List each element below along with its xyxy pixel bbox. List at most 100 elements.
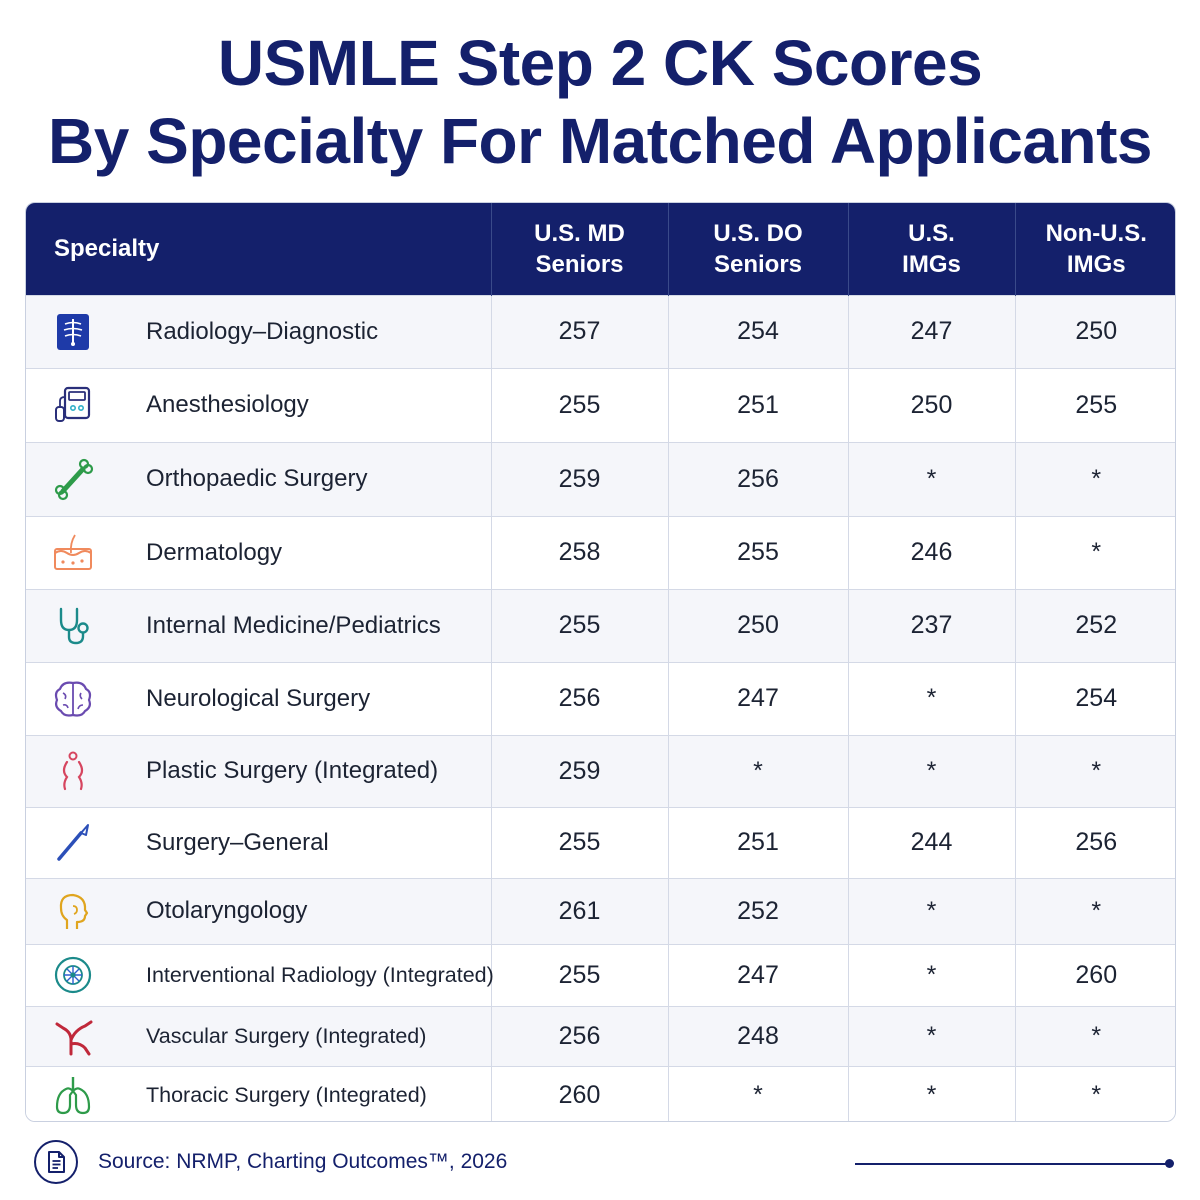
- specialty-cell: Vascular Surgery (Integrated): [26, 1005, 492, 1066]
- score-cell-non-us-imgs: *: [1015, 734, 1175, 807]
- header-specialty: Specialty: [26, 203, 492, 295]
- score-cell-us-imgs: 247: [848, 294, 1016, 368]
- score-cell-non-us-imgs: *: [1015, 1065, 1175, 1121]
- header-do-line-1: U.S. DO: [713, 219, 803, 247]
- table-row: Anesthesiology 255 251 250 255: [26, 367, 1175, 442]
- score-cell-us-do-seniors: *: [668, 734, 849, 807]
- specialty-name: Vascular Surgery (Integrated): [146, 1023, 427, 1048]
- header-do-line-2: Seniors: [713, 250, 803, 278]
- score-cell-us-imgs: 237: [848, 588, 1016, 662]
- score-cell-us-do-seniors: 251: [668, 806, 849, 878]
- header-md-line-1: U.S. MD: [534, 219, 625, 247]
- score-cell-us-md-seniors: 257: [491, 294, 669, 368]
- score-cell-non-us-imgs: *: [1015, 515, 1175, 589]
- score-cell-us-do-seniors: 256: [668, 441, 849, 516]
- skin-layers-icon: [50, 530, 96, 576]
- score-cell-us-do-seniors: 247: [668, 661, 849, 735]
- header-usimg-line-1: U.S.: [908, 219, 955, 247]
- specialty-name: Plastic Surgery (Integrated): [146, 757, 439, 784]
- table-body: Radiology–Diagnostic 257 254 247 250 Anesthes…: [26, 294, 1175, 1121]
- table-row: Thoracic Surgery (Integrated) 260 * * *: [26, 1065, 1175, 1121]
- scores-table: Specialty U.S. MD Seniors U.S. DO Senior…: [26, 203, 1175, 1121]
- score-cell-non-us-imgs: 254: [1015, 661, 1175, 735]
- score-cell-us-imgs: 246: [848, 515, 1016, 589]
- header-us-md-seniors: U.S. MD Seniors: [491, 203, 669, 295]
- header-nonusimg-line-1: Non-U.S.: [1045, 219, 1147, 247]
- score-cell-non-us-imgs: 256: [1015, 806, 1175, 878]
- brain-icon: [50, 676, 96, 722]
- specialty-cell: Thoracic Surgery (Integrated): [26, 1065, 492, 1121]
- score-cell-us-imgs: *: [848, 441, 1016, 516]
- specialty-cell: Interventional Radiology (Integrated): [26, 943, 494, 1006]
- footer-divider-dot: [1165, 1159, 1174, 1168]
- specialty-name: Thoracic Surgery (Integrated): [146, 1082, 427, 1107]
- specialty-name: Otolaryngology: [146, 897, 308, 924]
- scalpel-icon: [50, 820, 96, 866]
- specialty-name: Surgery–General: [146, 828, 329, 856]
- score-cell-non-us-imgs: 255: [1015, 367, 1175, 442]
- specialty-name: Internal Medicine/Pediatrics: [146, 611, 441, 639]
- score-cell-non-us-imgs: *: [1015, 1005, 1175, 1066]
- score-cell-us-do-seniors: 255: [668, 515, 849, 589]
- score-cell-us-imgs: *: [848, 1005, 1016, 1066]
- header-usimg-line-2: IMGs: [902, 250, 961, 278]
- score-cell-us-md-seniors: 255: [491, 943, 669, 1006]
- score-cell-us-md-seniors: 255: [491, 588, 669, 662]
- score-cell-us-imgs: *: [848, 734, 1016, 807]
- score-cell-non-us-imgs: *: [1015, 877, 1175, 944]
- title-line-1: USMLE Step 2 CK Scores: [217, 27, 983, 99]
- score-cell-non-us-imgs: *: [1015, 441, 1175, 516]
- table-row: Otolaryngology 261 252 * *: [26, 877, 1175, 944]
- score-cell-non-us-imgs: 250: [1015, 294, 1175, 368]
- score-cell-us-do-seniors: 251: [668, 367, 849, 442]
- table-header-row: Specialty U.S. MD Seniors U.S. DO Senior…: [26, 203, 1175, 295]
- specialty-name: Orthopaedic Surgery: [146, 465, 368, 492]
- table-row: Internal Medicine/Pediatrics 255 250 237 252: [26, 588, 1175, 662]
- head-ear-icon: [50, 888, 96, 934]
- table-row: Dermatology 258 255 246 *: [26, 515, 1175, 589]
- specialty-cell: Radiology–Diagnostic: [26, 294, 492, 368]
- specialty-cell: Otolaryngology: [26, 877, 492, 944]
- score-cell-non-us-imgs: 260: [1015, 943, 1175, 1006]
- specialty-cell: Anesthesiology: [26, 367, 492, 442]
- score-cell-us-md-seniors: 259: [491, 441, 669, 516]
- specialty-name: Radiology–Diagnostic: [146, 317, 379, 345]
- specialty-name: Neurological Surgery: [146, 684, 371, 712]
- lungs-icon: [50, 1072, 96, 1118]
- specialty-cell: Internal Medicine/Pediatrics: [26, 588, 492, 662]
- score-cell-us-md-seniors: 261: [491, 877, 669, 944]
- anesthesia-machine-icon: [50, 382, 96, 428]
- bone-icon: [50, 456, 96, 502]
- score-cell-us-imgs: *: [848, 1065, 1016, 1121]
- specialty-name: Dermatology: [146, 538, 283, 566]
- table-row: Surgery–General 255 251 244 256: [26, 806, 1175, 878]
- score-cell-us-md-seniors: 259: [491, 734, 669, 807]
- table-row: Vascular Surgery (Integrated) 256 248 * *: [26, 1005, 1175, 1066]
- score-cell-us-do-seniors: 252: [668, 877, 849, 944]
- radiology-scan-icon: [50, 952, 96, 998]
- specialty-cell: Surgery–General: [26, 806, 492, 878]
- footer-divider-line: [855, 1163, 1167, 1165]
- table-row: Neurological Surgery 256 247 * 254: [26, 661, 1175, 735]
- score-cell-us-md-seniors: 256: [491, 1005, 669, 1066]
- score-cell-us-md-seniors: 256: [491, 661, 669, 735]
- score-cell-us-do-seniors: 254: [668, 294, 849, 368]
- specialty-name: Interventional Radiology (Integrated): [146, 962, 494, 987]
- table-row: Interventional Radiology (Integrated) 255…: [26, 943, 1175, 1006]
- header-non-us-imgs: Non-U.S. IMGs: [1015, 203, 1175, 295]
- specialty-name: Anesthesiology: [146, 391, 309, 418]
- document-icon: [34, 1140, 78, 1184]
- score-cell-us-do-seniors: 248: [668, 1005, 849, 1066]
- header-us-do-seniors: U.S. DO Seniors: [668, 203, 849, 295]
- score-cell-us-md-seniors: 255: [491, 367, 669, 442]
- scores-table-container: Specialty U.S. MD Seniors U.S. DO Senior…: [25, 202, 1176, 1122]
- source-note: Source: NRMP, Charting Outcomes™, 2026: [98, 1150, 508, 1173]
- score-cell-us-imgs: 250: [848, 367, 1016, 442]
- score-cell-us-imgs: *: [848, 877, 1016, 944]
- stethoscope-icon: [50, 603, 96, 649]
- specialty-cell: Neurological Surgery: [26, 661, 492, 735]
- score-cell-us-do-seniors: *: [668, 1065, 849, 1121]
- specialty-cell: Dermatology: [26, 515, 492, 589]
- score-cell-us-imgs: 244: [848, 806, 1016, 878]
- table-row: Orthopaedic Surgery 259 256 * *: [26, 441, 1175, 516]
